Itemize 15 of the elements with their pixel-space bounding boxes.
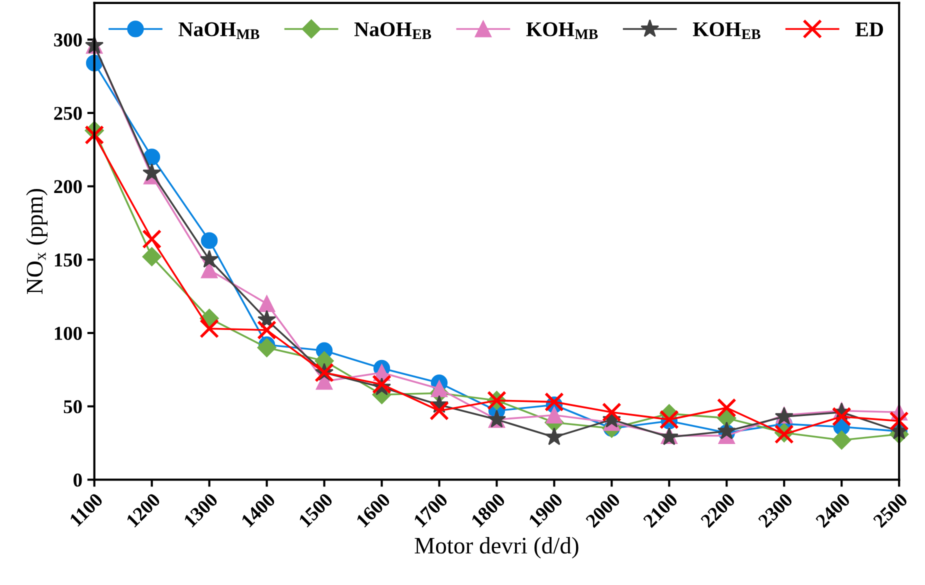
y-tick-label: 300 — [54, 33, 82, 47]
x-tick-label: 1100 — [69, 492, 104, 527]
y-tick-label: 100 — [54, 326, 82, 340]
y-tick-label: 50 — [64, 400, 82, 414]
legend-label: KOH$_{MB}$ — [526, 22, 598, 40]
y-tick-label: 0 — [74, 474, 82, 487]
legend-label: NaOH$_{EB}$ — [354, 22, 432, 40]
y-tick-label: 150 — [54, 253, 82, 267]
legend-label: ED — [855, 22, 883, 36]
legend-label: KOH$_{EB}$ — [692, 22, 760, 40]
y-tick-label: 250 — [54, 106, 82, 120]
y-axis-title: NO$_{x}$ (ppm) — [26, 189, 48, 294]
x-axis-title: Motor devri (d/d) — [414, 537, 578, 558]
legend-label: NaOH$_{MB}$ — [178, 22, 260, 40]
y-tick-label: 200 — [54, 180, 82, 194]
